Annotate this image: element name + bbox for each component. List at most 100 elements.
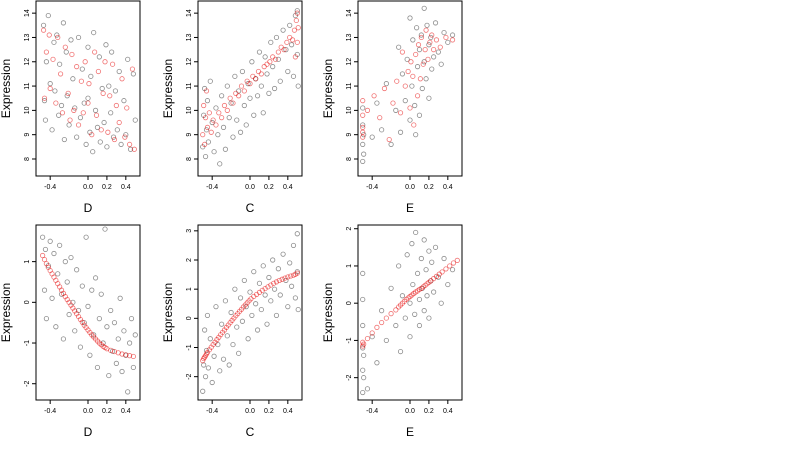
- observed-point: [239, 68, 246, 75]
- observed-point: [226, 115, 232, 121]
- fitted-point: [122, 134, 128, 140]
- observed-point: [72, 105, 78, 111]
- observed-point: [449, 267, 456, 273]
- fitted-point: [417, 76, 423, 82]
- observed-point: [228, 100, 234, 106]
- observed-point: [85, 303, 91, 309]
- fitted-point: [405, 68, 411, 75]
- observed-point: [88, 73, 94, 79]
- fitted-point: [92, 49, 98, 55]
- observed-point: [91, 29, 97, 36]
- fitted-point: [127, 141, 133, 148]
- observed-point: [396, 44, 402, 50]
- observed-point: [205, 139, 211, 145]
- observed-point: [230, 134, 236, 140]
- observed-point: [70, 76, 76, 82]
- observed-point: [277, 292, 283, 298]
- observed-point: [83, 141, 89, 148]
- observed-point: [77, 344, 84, 350]
- y-tick-label: 2: [346, 227, 353, 231]
- fitted-point: [267, 59, 273, 65]
- x-axis-title: E: [406, 425, 414, 439]
- observed-point: [413, 229, 419, 236]
- fitted-point: [390, 100, 396, 106]
- observed-point: [414, 270, 421, 277]
- y-tick-label: 12: [24, 58, 31, 66]
- fitted-point: [439, 269, 445, 275]
- observed-point: [280, 251, 286, 257]
- observed-point: [393, 322, 399, 329]
- observed-point: [43, 59, 50, 65]
- observed-point: [45, 12, 51, 19]
- observed-point: [409, 83, 415, 89]
- fitted-point: [294, 270, 300, 276]
- fitted-point: [43, 49, 50, 55]
- observed-point: [87, 352, 93, 358]
- observed-point: [277, 78, 283, 84]
- fitted-point: [250, 73, 256, 79]
- fitted-point: [454, 257, 460, 263]
- observed-point: [379, 127, 385, 133]
- x-tick-label: 0.2: [264, 408, 274, 415]
- observed-point: [42, 117, 49, 123]
- observed-point: [270, 64, 276, 70]
- fitted-point: [415, 42, 422, 48]
- observed-point: [121, 328, 127, 334]
- observed-point: [130, 364, 136, 371]
- y-tick-label: 9: [186, 133, 193, 137]
- fitted-point: [213, 122, 219, 128]
- fitted-point: [111, 136, 118, 143]
- fitted-point: [41, 256, 48, 263]
- fitted-point: [53, 100, 59, 106]
- fitted-point: [241, 88, 247, 94]
- y-tick-label: 8: [24, 157, 31, 161]
- y-axis-title: Expression: [321, 59, 335, 118]
- observed-point: [207, 336, 213, 342]
- fitted-point: [272, 56, 279, 62]
- observed-point: [108, 110, 114, 116]
- observed-point: [40, 22, 47, 28]
- fitted-point: [360, 129, 366, 135]
- scatter-panel-3: -0.4 0.0 0.2 0.4 8 9 10 11 12 13 14 E Expression: [321, 0, 463, 215]
- observed-point: [268, 298, 274, 304]
- fitted-point: [202, 115, 209, 121]
- scatter-panel-6: -0.4 0.0 0.2 0.4 -2 -1 0 1 2 E Expression: [321, 224, 463, 439]
- observed-point: [294, 8, 300, 14]
- observed-point: [200, 388, 206, 394]
- fitted-point: [361, 341, 367, 347]
- y-tick-label: 10: [346, 106, 353, 114]
- observed-point: [220, 356, 227, 362]
- fitted-point: [200, 132, 206, 138]
- y-tick-label: 10: [186, 106, 193, 114]
- fitted-point: [386, 136, 392, 143]
- observed-point: [264, 71, 270, 77]
- observed-point: [383, 337, 389, 344]
- observed-point: [421, 308, 427, 314]
- fitted-point: [437, 44, 443, 50]
- observed-point: [79, 283, 85, 289]
- fitted-point: [418, 34, 424, 41]
- observed-point: [393, 107, 399, 113]
- x-tick-label: 0.4: [121, 184, 131, 191]
- fitted-point: [292, 54, 298, 60]
- observed-point: [116, 68, 122, 75]
- observed-point: [55, 271, 61, 277]
- observed-point: [364, 386, 371, 392]
- observed-point: [52, 88, 58, 94]
- fitted-point: [281, 47, 287, 53]
- observed-point: [99, 85, 105, 92]
- x-tick-label: -0.4: [366, 184, 378, 191]
- fitted-point: [74, 64, 80, 70]
- observed-point: [369, 334, 375, 340]
- observed-point: [426, 315, 432, 321]
- y-tick-label: 2: [186, 258, 193, 262]
- observed-point: [72, 328, 78, 334]
- observed-point: [399, 293, 406, 299]
- fitted-point: [443, 34, 449, 41]
- fitted-point: [233, 90, 239, 96]
- observed-point: [213, 105, 219, 111]
- observed-point: [295, 83, 301, 89]
- fitted-point: [236, 93, 242, 99]
- observed-point: [374, 360, 380, 366]
